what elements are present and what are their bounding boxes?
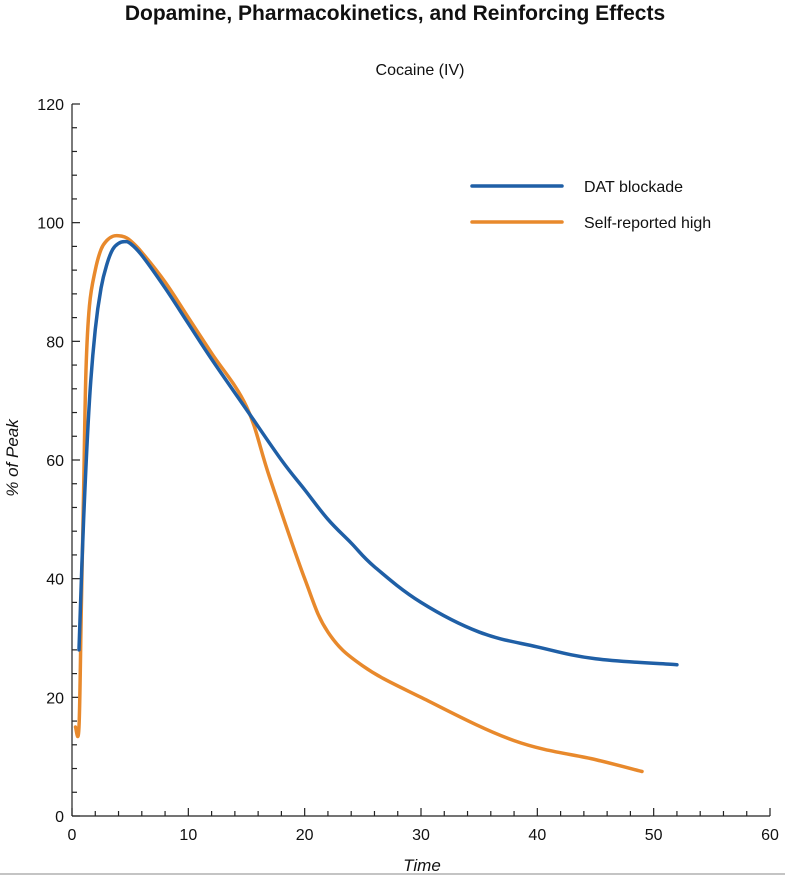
x-tick-label: 40 (528, 827, 546, 844)
x-tick-label: 10 (179, 827, 197, 844)
y-tick-label: 80 (46, 334, 64, 351)
y-tick-label: 120 (37, 97, 64, 114)
y-tick-label: 60 (46, 453, 64, 470)
series-group (73, 233, 679, 774)
x-tick-label: 20 (296, 827, 314, 844)
series-line-self-reported-high (73, 233, 644, 774)
legend-label: DAT blockade (584, 179, 683, 196)
y-ticks: 0 20 40 60 80 100 120 (37, 97, 80, 826)
y-tick-label: 40 (46, 572, 64, 589)
y-tick-label: 0 (55, 809, 64, 826)
y-tick-label: 20 (46, 690, 64, 707)
legend: DAT blockade Self-reported high (470, 179, 711, 232)
x-tick-label: 60 (761, 827, 779, 844)
legend-label: Self-reported high (584, 215, 711, 232)
y-axis-title: % of Peak (3, 418, 22, 497)
axes (71, 104, 770, 817)
chart-subtitle: Cocaine (IV) (376, 62, 465, 79)
x-ticks: 0 10 20 30 40 50 60 (68, 808, 779, 844)
y-tick-label: 100 (37, 216, 64, 233)
x-tick-label: 50 (645, 827, 663, 844)
x-tick-label: 0 (68, 827, 77, 844)
x-tick-label: 30 (412, 827, 430, 844)
x-axis-title: Time (403, 856, 441, 875)
chart-title: Dopamine, Pharmacokinetics, and Reinforc… (125, 2, 665, 25)
series-line-dat-blockade (77, 239, 679, 667)
